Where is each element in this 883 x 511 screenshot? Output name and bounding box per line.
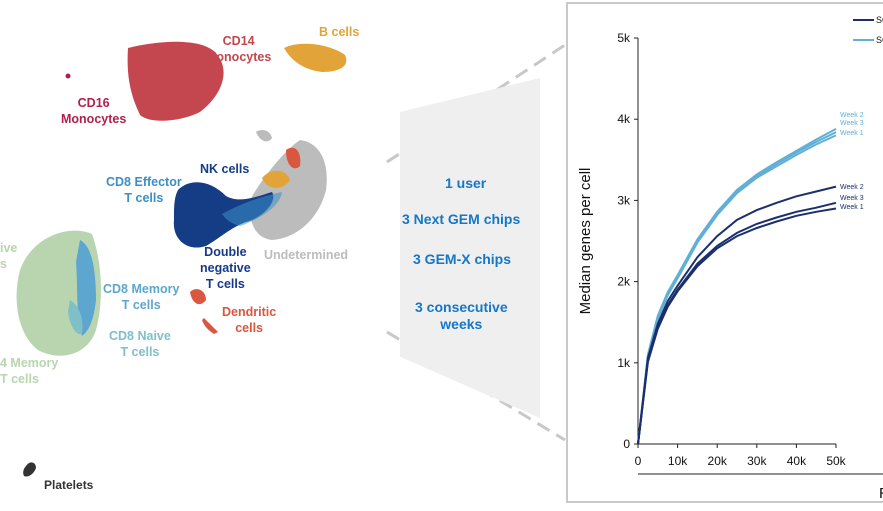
x-axis-label: R (879, 485, 883, 501)
series-end-label: Week 1 (840, 130, 864, 137)
x-tick-label: 10k (668, 454, 688, 468)
cluster-cd8-memory (76, 240, 96, 336)
umap-panel: CD14 Monocytes B cells CD16 Monocytes NK c… (0, 0, 372, 506)
label-cd4-memory-partial: 4 Memory T cells (0, 356, 59, 386)
series-end-label: Week 3 (840, 120, 864, 127)
cluster-dendritic-cells (190, 289, 206, 305)
umap-plot (16, 41, 347, 477)
x-tick-label: 20k (708, 454, 728, 468)
cluster-platelets (23, 462, 36, 477)
cluster-b-cells (284, 43, 347, 72)
legend-label: SC (876, 35, 883, 45)
callout-next-gem: 3 Next GEM chips (402, 211, 521, 227)
cluster-orange-patch (262, 170, 290, 188)
y-tick-label: 3k (617, 193, 631, 207)
label-cd16-monocytes: CD16 Monocytes (61, 96, 127, 126)
x-tick-label: 50k (826, 454, 846, 468)
series-line-1-week-3 (637, 131, 837, 445)
series-line-1-week-1 (637, 134, 837, 445)
series-line-2-week-3 (637, 201, 837, 445)
y-tick-label: 1k (617, 356, 631, 370)
label-nk-cells: NK cells (200, 162, 250, 176)
series-end-label: Week 2 (840, 184, 864, 191)
x-tick-label: 30k (747, 454, 767, 468)
series-line-1-week-2 (637, 128, 837, 445)
cluster-cd16-dot (65, 73, 71, 79)
callout-box (400, 78, 540, 418)
label-cd4-naive-partial: ive s (0, 241, 18, 271)
y-tick-label: 0 (623, 437, 630, 451)
series-end-label: Week 1 (840, 204, 864, 211)
label-cd14-monocytes: CD14 Monocytes (206, 34, 272, 64)
legend-label: SC (876, 15, 883, 25)
chart-frame: 0 1k 2k 3k 4k 5k 0 10k 20k 30k 40k 50k Median genes … (566, 2, 883, 503)
series-line-2-week-2 (637, 185, 837, 445)
cluster-cd8-effector-tint (222, 192, 282, 226)
genes-per-cell-chart: 0 1k 2k 3k 4k 5k 0 10k 20k 30k 40k 50k Median genes … (577, 15, 883, 502)
cluster-undetermined (249, 140, 327, 240)
callout-user: 1 user (445, 175, 487, 191)
x-tick-label: 40k (787, 454, 807, 468)
label-cd8-effector: CD8 Effector T cells (106, 175, 182, 205)
cluster-red-patch (286, 147, 301, 169)
label-undetermined: Undetermined (264, 248, 349, 262)
series-end-label: Week 2 (840, 112, 864, 119)
label-double-negative: Double negative T cells (200, 245, 251, 291)
series-line-2-week-1 (637, 207, 837, 445)
series-end-label: Week 3 (840, 195, 864, 202)
label-dendritic-cells: Dendritic cells (222, 305, 277, 335)
label-b-cells: B cells (319, 25, 360, 39)
label-cd8-memory: CD8 Memory T cells (103, 282, 180, 312)
y-tick-label: 5k (617, 31, 631, 45)
callout-weeks: 3 consecutive weeks (415, 299, 508, 332)
cluster-dendritic-tail (202, 318, 218, 334)
label-cd8-naive: CD8 Naive T cells (109, 329, 171, 359)
callout-gem-x: 3 GEM-X chips (413, 251, 512, 267)
label-platelets: Platelets (44, 478, 94, 492)
cluster-cd14-monocytes (127, 41, 224, 121)
y-tick-label: 4k (617, 112, 631, 126)
cluster-cd8-naive (68, 300, 83, 335)
y-axis-label: Median genes per cell (577, 168, 594, 315)
y-tick-label: 2k (617, 275, 631, 289)
cluster-undetermined-fragment (256, 130, 272, 142)
x-tick-label: 0 (635, 454, 642, 468)
